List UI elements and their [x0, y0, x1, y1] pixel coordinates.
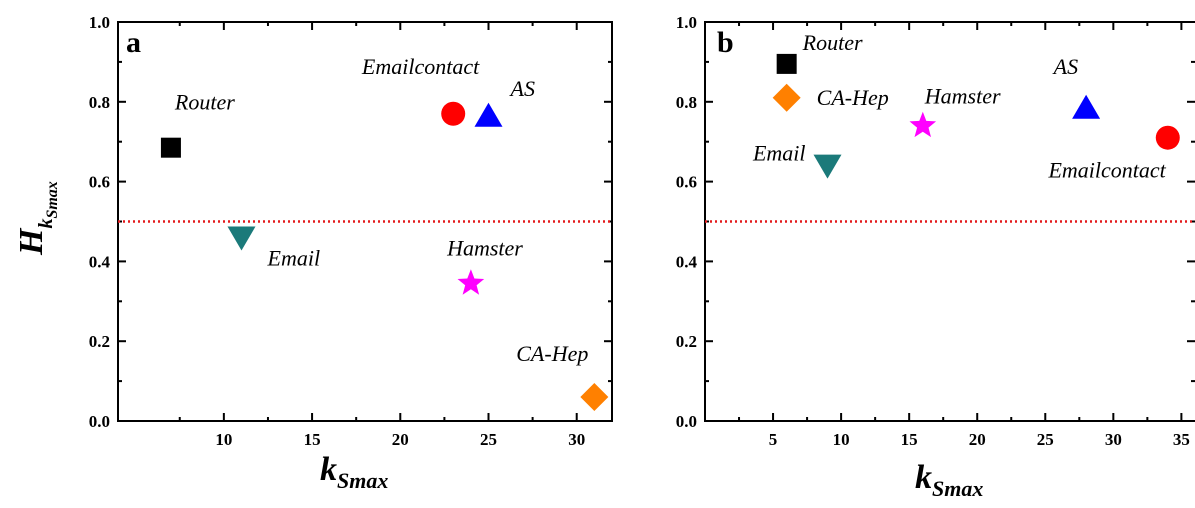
xtick-label: 15	[304, 430, 321, 449]
point-label-ca-hep: CA-Hep	[516, 341, 588, 366]
point-label-ca-hep: CA-Hep	[817, 85, 889, 110]
xtick-label: 30	[1105, 430, 1122, 449]
panel-a-letter: a	[126, 26, 141, 59]
panel-a-points: Router Email Emailcontact AS Hamster CA-Hep	[160, 54, 609, 412]
point-ca-hep	[580, 383, 609, 412]
panel-b-letter: b	[717, 26, 734, 59]
ytick-label: 0.8	[89, 93, 110, 112]
xtick-label: 25	[1037, 430, 1054, 449]
xtick-label: 20	[969, 430, 986, 449]
point-label-router: Router	[802, 30, 863, 55]
xtick-label: 10	[215, 430, 232, 449]
panel-a-xtick-labels: 10 15 20 25 30	[215, 430, 585, 449]
ytick-label: 0.4	[89, 252, 111, 271]
xtick-label: 10	[833, 430, 850, 449]
point-label-router: Router	[174, 90, 235, 115]
point-hamster	[457, 269, 485, 295]
ytick-label: 0.2	[676, 332, 697, 351]
point-label-emailcontact: Emailcontact	[1047, 158, 1166, 183]
ytick-label: 0.0	[676, 412, 697, 431]
panel-b-xlabel: kSmax	[915, 459, 983, 501]
svg-text:HkSmax: HkSmax	[13, 181, 61, 256]
panel-a-xlabel: kSmax	[320, 451, 388, 493]
point-label-as: AS	[1052, 54, 1078, 79]
ytick-label: 0.4	[676, 252, 698, 271]
point-label-hamster: Hamster	[924, 84, 1001, 109]
point-label-as: AS	[509, 76, 535, 101]
ytick-label: 0.0	[89, 412, 110, 431]
ytick-label: 1.0	[676, 13, 697, 32]
panel-b-ytick-labels: 0.0 0.2 0.4 0.6 0.8 1.0	[676, 13, 698, 431]
panel-a: 0.0 0.2 0.4 0.6 0.8 1.0 10 15 20 25 30 Router Emai…	[13, 13, 613, 493]
point-router	[160, 137, 181, 158]
panel-a-ylabel: HkSmax	[13, 181, 61, 256]
ytick-label: 0.6	[89, 173, 110, 192]
ytick-label: 1.0	[89, 13, 110, 32]
xtick-label: 15	[901, 430, 918, 449]
panel-b-ticks	[705, 21, 1195, 422]
xtick-label: 5	[769, 430, 778, 449]
point-email	[813, 154, 842, 179]
point-label-email: Email	[267, 245, 321, 270]
point-label-emailcontact: Emailcontact	[361, 54, 480, 79]
panel-b-points: Router CA-Hep Email Hamster AS Emailcontact	[752, 30, 1180, 183]
point-emailcontact	[1155, 125, 1180, 150]
xtick-label: 30	[568, 430, 585, 449]
point-as	[1072, 94, 1101, 119]
point-ca-hep	[772, 83, 801, 112]
ytick-label: 0.2	[89, 332, 110, 351]
xtick-label: 20	[392, 430, 409, 449]
panel-a-ytick-labels: 0.0 0.2 0.4 0.6 0.8 1.0	[89, 13, 111, 431]
point-as	[474, 102, 503, 127]
panel-b: 0.0 0.2 0.4 0.6 0.8 1.0 5 10 15 20 25 30 35 Router C…	[676, 13, 1195, 501]
panel-b-xtick-labels: 5 10 15 20 25 30 35	[769, 430, 1190, 449]
point-label-email: Email	[752, 141, 806, 166]
ytick-label: 0.6	[676, 173, 697, 192]
point-hamster	[909, 111, 937, 138]
xtick-label: 35	[1173, 430, 1190, 449]
xtick-label: 25	[480, 430, 497, 449]
point-label-hamster: Hamster	[446, 235, 523, 260]
point-router	[776, 53, 797, 74]
ytick-label: 0.8	[676, 93, 697, 112]
point-email	[227, 226, 256, 251]
point-emailcontact	[441, 101, 466, 126]
